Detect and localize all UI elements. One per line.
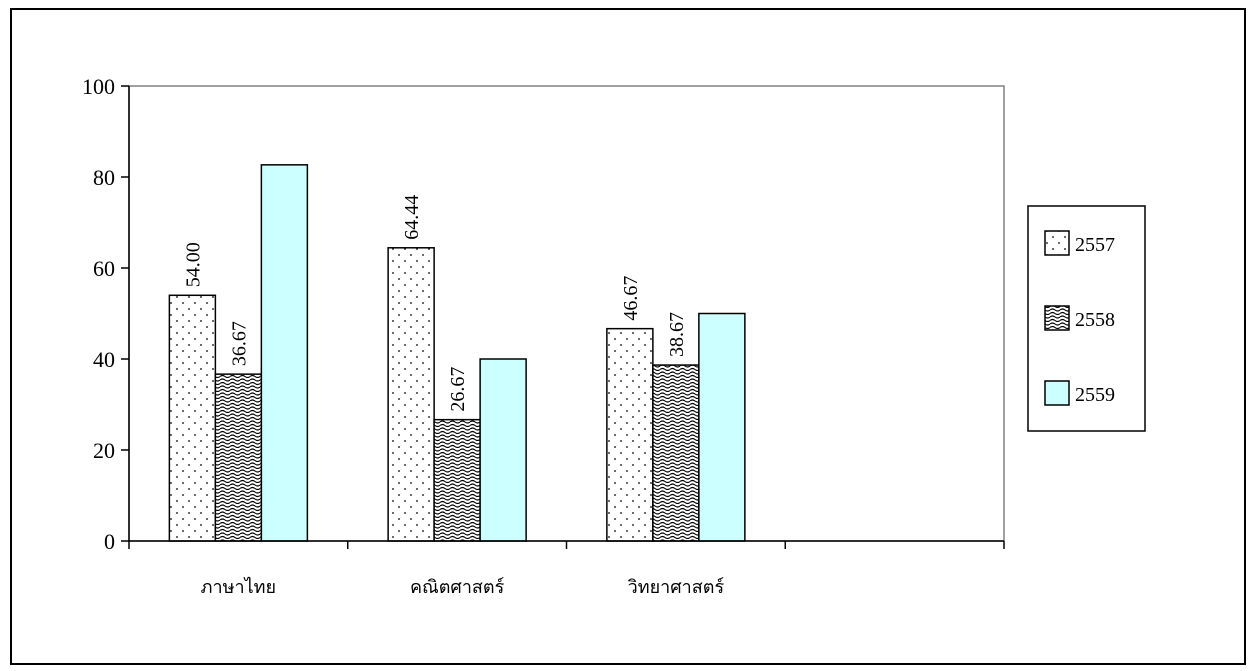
bar-2558-0 bbox=[214, 373, 263, 542]
bar-2559-0 bbox=[260, 164, 309, 542]
bar-2558-1 bbox=[433, 418, 481, 542]
y-tick-label: 80 bbox=[93, 165, 115, 190]
bar-2557-0 bbox=[168, 294, 217, 542]
legend-swatch-2557 bbox=[1044, 230, 1070, 256]
x-tick-label: ภาษาไทย bbox=[201, 576, 276, 598]
x-tick-label: คณิตศาสตร์ bbox=[410, 577, 505, 598]
y-tick-label: 60 bbox=[93, 256, 115, 281]
data-label: 54.00 bbox=[182, 242, 204, 287]
y-tick-label: 0 bbox=[104, 529, 115, 554]
data-label: 36.67 bbox=[228, 321, 250, 366]
bar-2559-1 bbox=[479, 358, 527, 542]
data-label: 64.44 bbox=[401, 195, 423, 240]
y-tick-label: 20 bbox=[93, 438, 115, 463]
labels-layer: 54.00 64.44 46.67 36.67 26.67 38.67 0 20 40 60 80 1… bbox=[82, 74, 724, 598]
data-label: 26.67 bbox=[447, 367, 469, 412]
bars-layer bbox=[168, 164, 746, 542]
legend: 2557 2558 2559 bbox=[1027, 205, 1146, 432]
axes-layer bbox=[121, 85, 1005, 549]
legend-label: 2557 bbox=[1075, 234, 1115, 256]
legend-label: 2559 bbox=[1075, 384, 1115, 406]
bar-2557-2 bbox=[606, 327, 654, 542]
data-label: 38.67 bbox=[666, 312, 688, 357]
legend-label: 2558 bbox=[1075, 309, 1115, 331]
x-tick-label: วิทยาศาสตร์ bbox=[628, 577, 725, 598]
y-tick-label: 40 bbox=[93, 347, 115, 372]
legend-swatch-2559 bbox=[1044, 380, 1070, 406]
bar-2558-2 bbox=[652, 364, 700, 542]
legend-swatch-2558 bbox=[1044, 305, 1070, 331]
bar-2559-2 bbox=[698, 312, 746, 542]
data-label: 46.67 bbox=[620, 276, 642, 321]
y-tick-label: 100 bbox=[82, 74, 115, 99]
bar-2557-1 bbox=[387, 247, 435, 542]
